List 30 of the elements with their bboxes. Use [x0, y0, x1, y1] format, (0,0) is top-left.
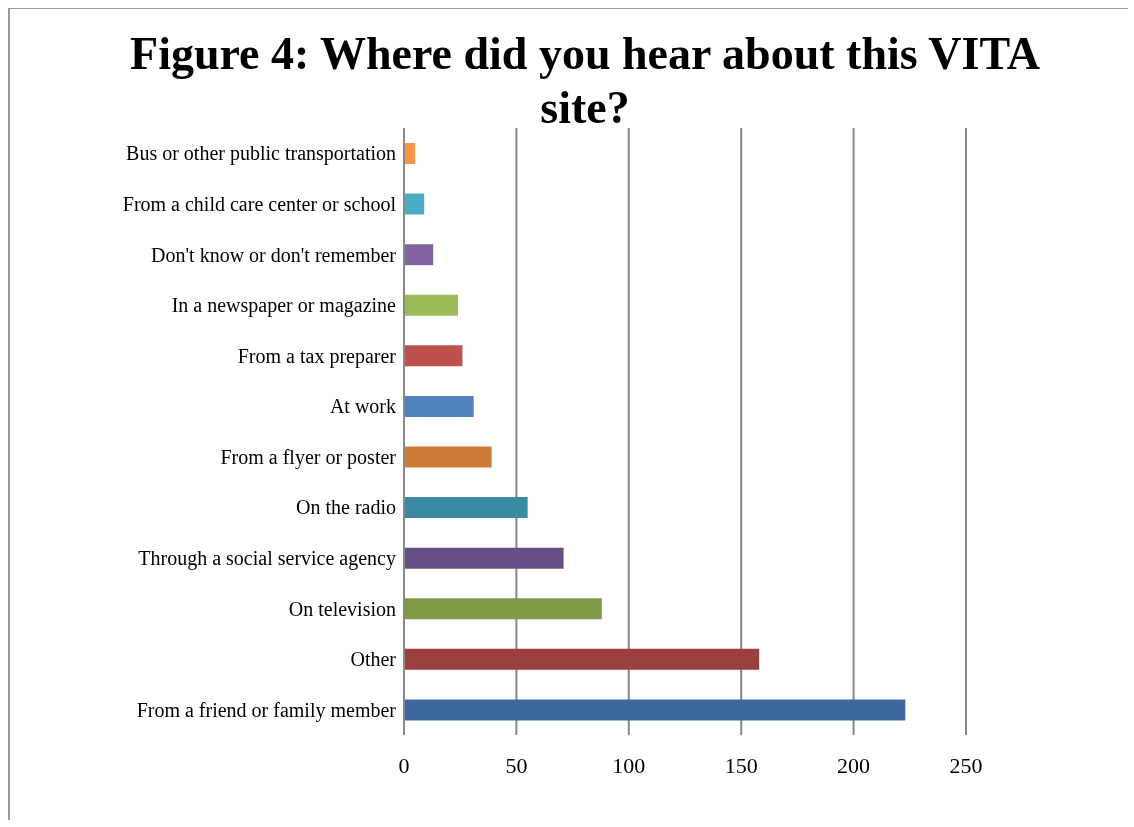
x-tick-label: 250 [949, 752, 983, 778]
bar [404, 345, 463, 367]
bar [404, 294, 458, 316]
bar [404, 497, 528, 519]
x-tick-label: 150 [724, 752, 758, 778]
bar [404, 446, 492, 468]
y-tick-label: From a child care center or school [122, 192, 397, 215]
y-tick-label: Bus or other public transportation [126, 142, 396, 166]
bar [404, 193, 425, 215]
chart-title: Figure 4: Where did you hear about this VITA site? [129, 27, 1041, 135]
x-tick-label: 0 [398, 752, 410, 778]
bar [404, 244, 434, 266]
y-tick-label: On television [288, 597, 396, 620]
y-tick-label: Other [350, 648, 397, 671]
bar [404, 648, 760, 670]
bar [404, 547, 564, 569]
x-tick-label: 200 [837, 752, 871, 778]
y-tick-label: From a friend or family member [136, 698, 397, 722]
bar [404, 699, 906, 721]
y-tick-label: On the radio [296, 496, 396, 519]
x-tick-label: 100 [612, 752, 646, 778]
y-tick-label: From a flyer or poster [220, 445, 397, 469]
y-tick-label: Through a social service agency [138, 547, 396, 571]
y-tick-label: From a tax preparer [237, 344, 397, 368]
bar [404, 598, 602, 620]
bar [404, 395, 474, 417]
y-tick-label: In a newspaper or magazine [171, 294, 397, 318]
y-tick-label: Don't know or don't remember [151, 243, 397, 266]
y-tick-label: At work [329, 395, 396, 418]
x-tick-label: 50 [505, 752, 528, 778]
